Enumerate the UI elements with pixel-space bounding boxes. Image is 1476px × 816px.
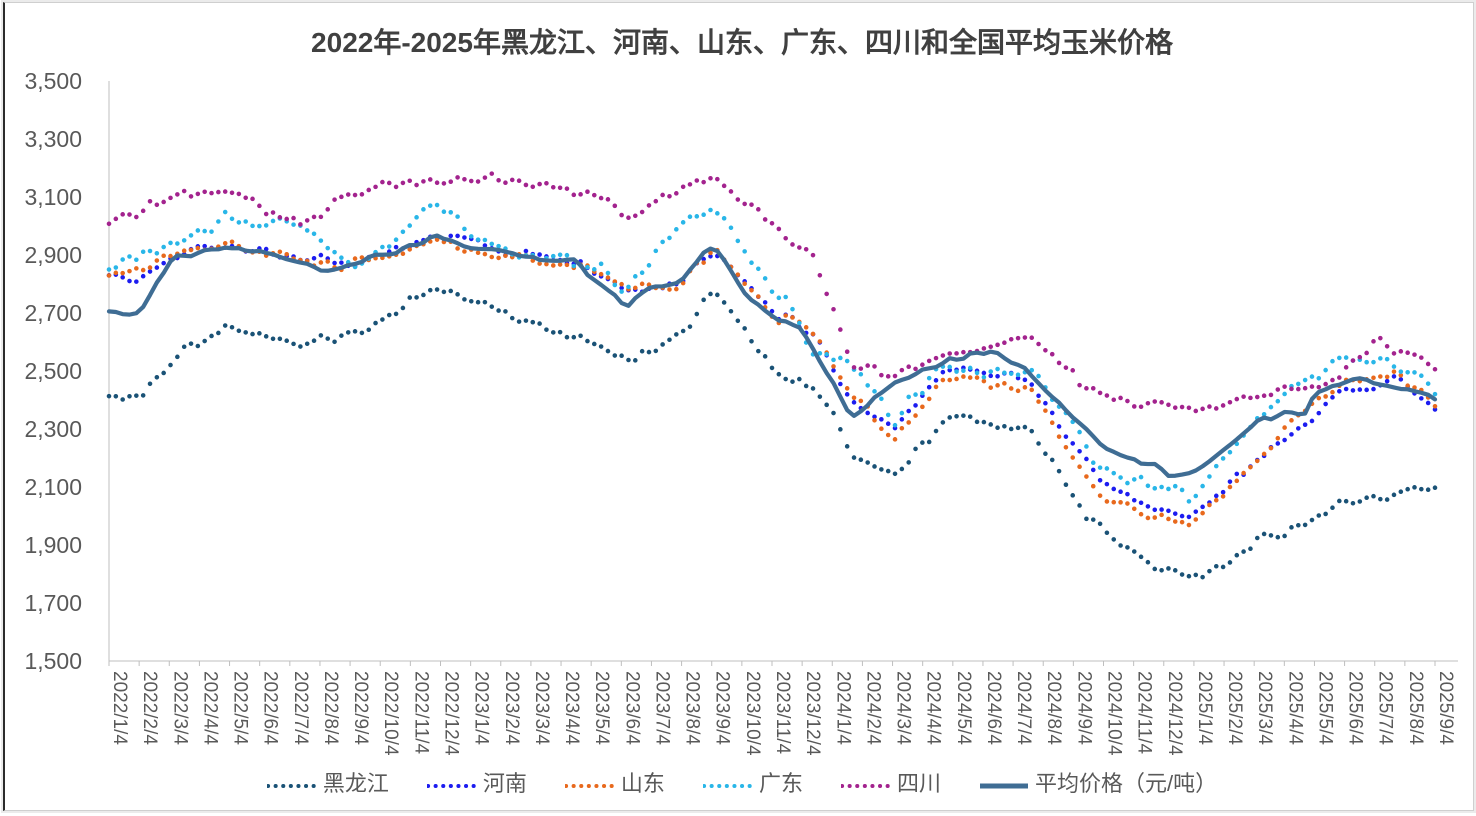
svg-text:3,300: 3,300 bbox=[24, 126, 82, 152]
svg-text:2025/1/4: 2025/1/4 bbox=[1194, 671, 1215, 745]
svg-text:2023/12/4: 2023/12/4 bbox=[802, 671, 823, 756]
svg-text:2023/7/4: 2023/7/4 bbox=[651, 671, 672, 745]
svg-text:2022/5/4: 2022/5/4 bbox=[230, 671, 251, 745]
svg-text:2025/6/4: 2025/6/4 bbox=[1345, 671, 1366, 745]
svg-text:2025/9/4: 2025/9/4 bbox=[1435, 671, 1456, 745]
svg-text:2024/2/4: 2024/2/4 bbox=[862, 671, 883, 745]
svg-text:2024/8/4: 2024/8/4 bbox=[1043, 671, 1064, 745]
svg-text:2023/4/4: 2023/4/4 bbox=[561, 671, 582, 745]
svg-text:2025/8/4: 2025/8/4 bbox=[1405, 671, 1426, 745]
svg-text:2023/1/4: 2023/1/4 bbox=[471, 671, 492, 745]
svg-text:2,700: 2,700 bbox=[24, 300, 82, 326]
svg-text:2023/2/4: 2023/2/4 bbox=[501, 671, 522, 745]
svg-text:2,100: 2,100 bbox=[24, 474, 82, 500]
svg-text:2023/8/4: 2023/8/4 bbox=[682, 671, 703, 745]
svg-text:2024/9/4: 2024/9/4 bbox=[1073, 671, 1094, 745]
svg-text:2024/7/4: 2024/7/4 bbox=[1013, 671, 1034, 745]
svg-text:2022/2/4: 2022/2/4 bbox=[139, 671, 160, 745]
svg-text:3,500: 3,500 bbox=[24, 68, 82, 94]
svg-text:2022/7/4: 2022/7/4 bbox=[290, 671, 311, 745]
svg-text:2023/6/4: 2023/6/4 bbox=[621, 671, 642, 745]
svg-text:2025/2/4: 2025/2/4 bbox=[1224, 671, 1245, 745]
svg-text:2024/6/4: 2024/6/4 bbox=[983, 671, 1004, 745]
svg-text:2023/11/4: 2023/11/4 bbox=[772, 671, 793, 755]
svg-text:1,500: 1,500 bbox=[24, 648, 82, 674]
svg-text:1,700: 1,700 bbox=[24, 590, 82, 616]
svg-text:2025/4/4: 2025/4/4 bbox=[1284, 671, 1305, 745]
svg-text:2025/3/4: 2025/3/4 bbox=[1254, 671, 1275, 745]
svg-text:1,900: 1,900 bbox=[24, 532, 82, 558]
svg-text:2024/4/4: 2024/4/4 bbox=[923, 671, 944, 745]
svg-text:2022/3/4: 2022/3/4 bbox=[169, 671, 190, 745]
svg-text:2023/5/4: 2023/5/4 bbox=[591, 671, 612, 745]
svg-text:2025/5/4: 2025/5/4 bbox=[1314, 671, 1335, 745]
svg-text:2,900: 2,900 bbox=[24, 242, 82, 268]
svg-text:2,500: 2,500 bbox=[24, 358, 82, 384]
svg-text:2024/5/4: 2024/5/4 bbox=[953, 671, 974, 745]
svg-text:2024/1/4: 2024/1/4 bbox=[832, 671, 853, 745]
svg-text:2022/9/4: 2022/9/4 bbox=[350, 671, 371, 745]
svg-text:2024/11/4: 2024/11/4 bbox=[1134, 671, 1155, 755]
svg-text:2024/12/4: 2024/12/4 bbox=[1164, 671, 1185, 756]
svg-text:2023/9/4: 2023/9/4 bbox=[712, 671, 733, 745]
svg-text:2022/6/4: 2022/6/4 bbox=[260, 671, 281, 745]
svg-text:2022/1/4: 2022/1/4 bbox=[109, 671, 130, 745]
svg-text:3,100: 3,100 bbox=[24, 184, 82, 210]
svg-text:2022/10/4: 2022/10/4 bbox=[380, 671, 401, 756]
svg-text:2025/7/4: 2025/7/4 bbox=[1375, 671, 1396, 745]
svg-text:2022/11/4: 2022/11/4 bbox=[410, 671, 431, 755]
svg-text:2,300: 2,300 bbox=[24, 416, 82, 442]
svg-text:2023/10/4: 2023/10/4 bbox=[742, 671, 763, 756]
svg-text:2022/4/4: 2022/4/4 bbox=[199, 671, 220, 745]
svg-text:2022/12/4: 2022/12/4 bbox=[441, 671, 462, 756]
svg-text:2024/3/4: 2024/3/4 bbox=[893, 671, 914, 745]
svg-text:2022/8/4: 2022/8/4 bbox=[320, 671, 341, 745]
svg-text:2024/10/4: 2024/10/4 bbox=[1104, 671, 1125, 756]
svg-text:2023/3/4: 2023/3/4 bbox=[531, 671, 552, 745]
